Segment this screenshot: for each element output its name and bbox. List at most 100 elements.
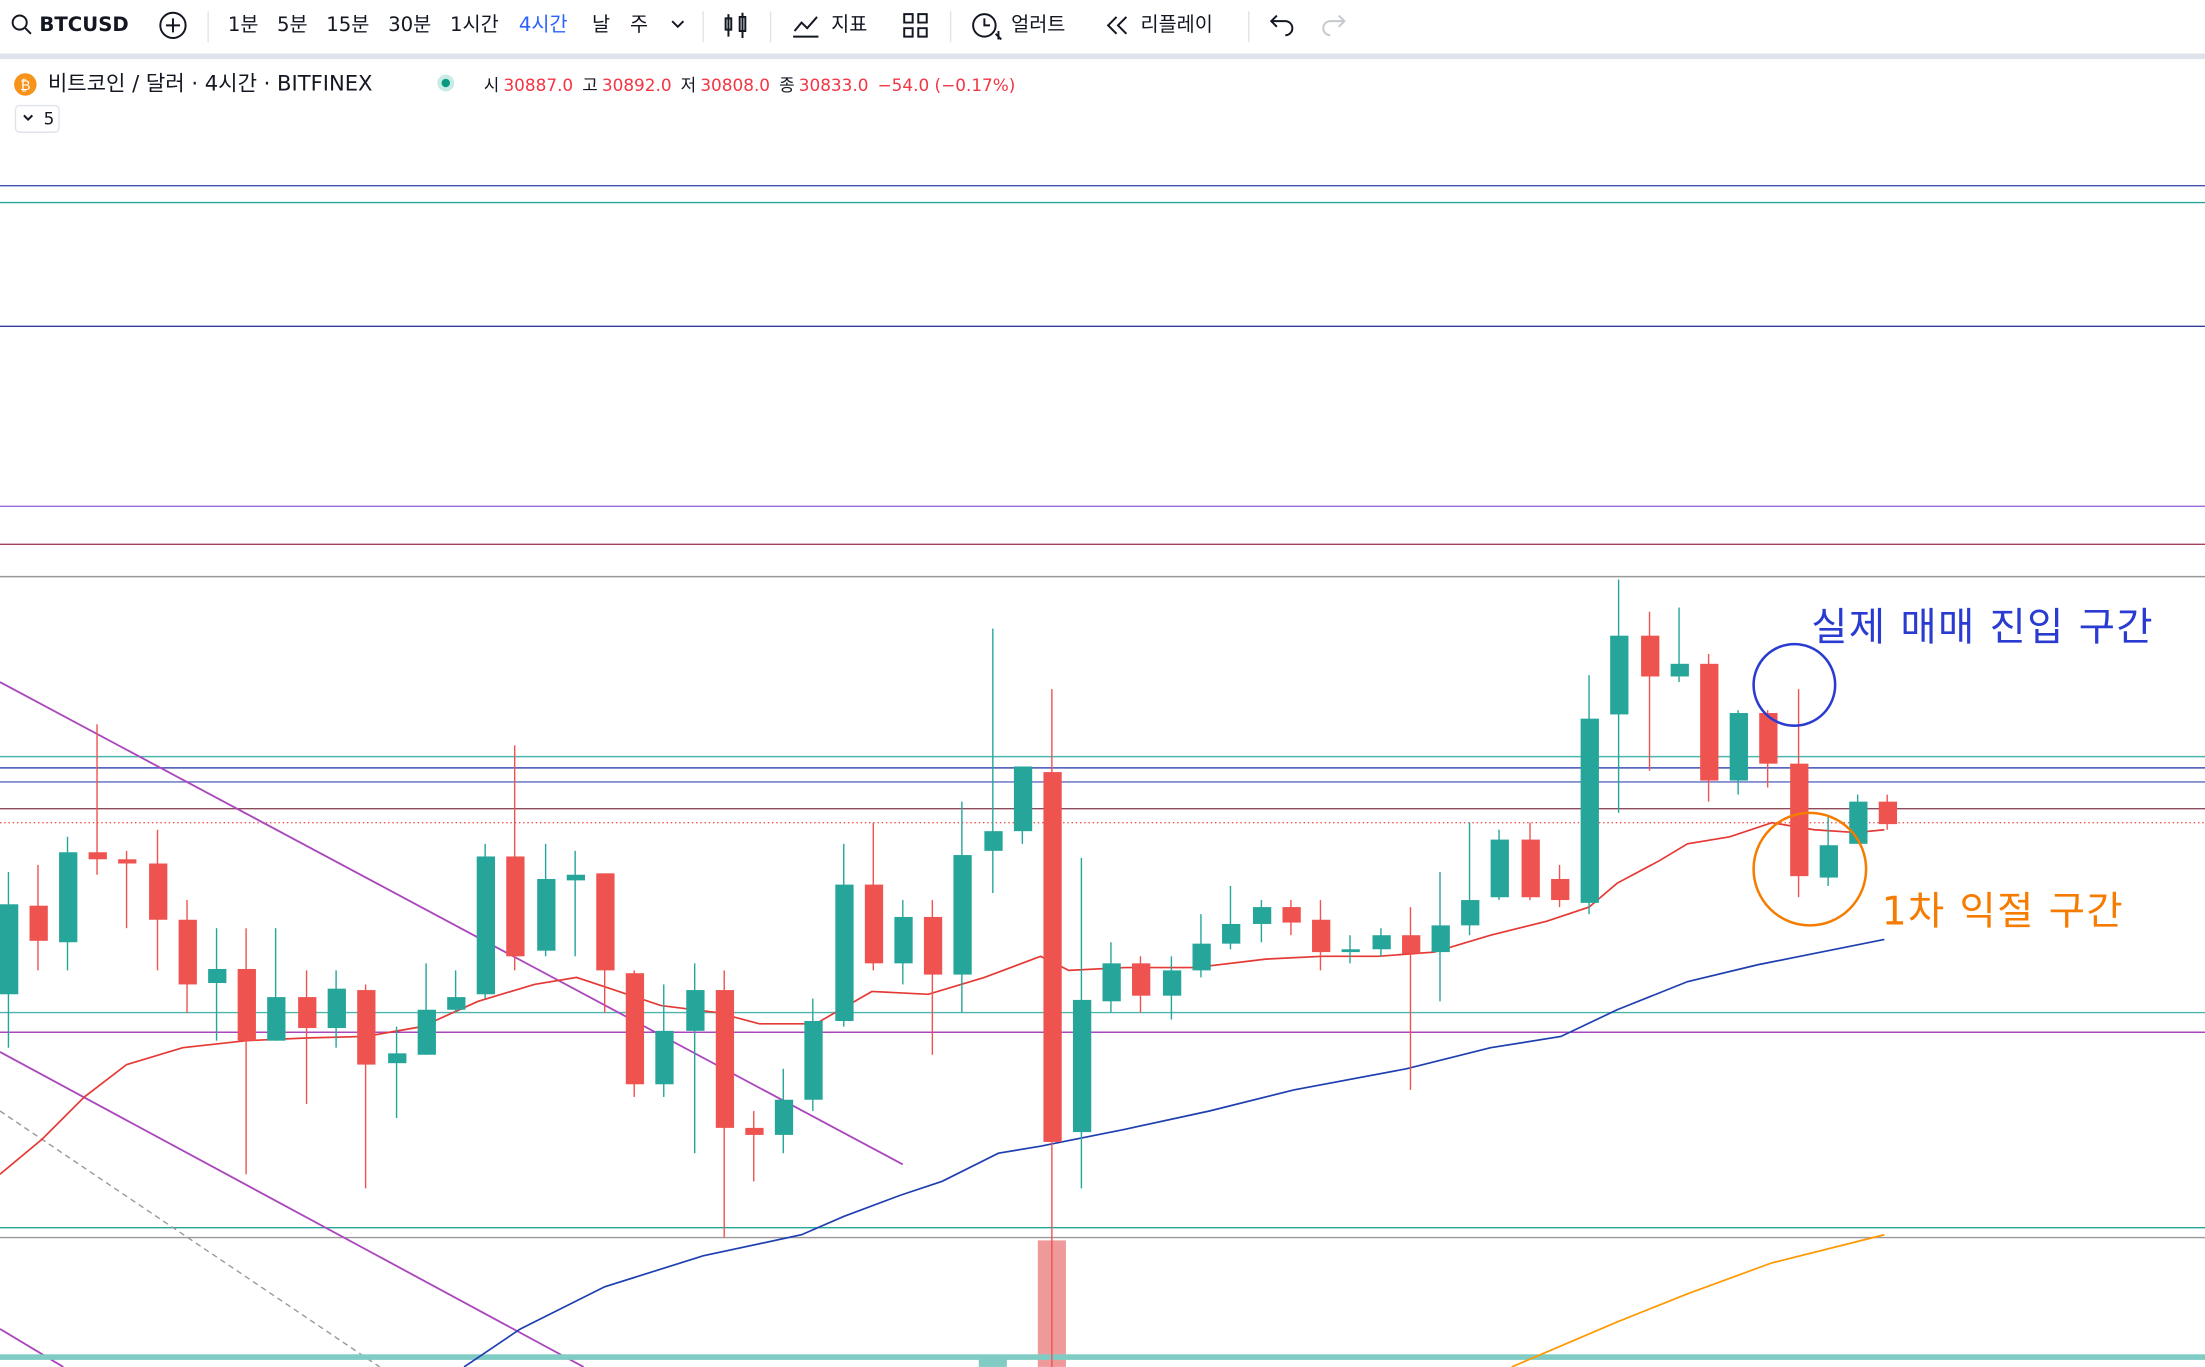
candle	[655, 1030, 674, 1085]
candle	[686, 990, 705, 1031]
alert-icon	[972, 13, 997, 38]
candle	[1849, 801, 1868, 844]
replay-button[interactable]: 리플레이	[1140, 13, 1212, 36]
interval-active[interactable]: 4시간	[519, 13, 568, 36]
toolbar	[0, 0, 2205, 54]
candle	[298, 997, 317, 1029]
ohlc-value: 30887.0	[503, 75, 573, 95]
layout-icon[interactable]	[903, 13, 928, 38]
candle	[118, 859, 137, 864]
candle	[1312, 919, 1331, 953]
trend-line	[0, 1051, 585, 1367]
symbol-title: 비트코인 / 달러 · 4시간 · BITFINEX	[48, 70, 373, 95]
ohlc-label: 종	[779, 75, 795, 95]
interval[interactable]: 1분	[228, 13, 259, 36]
candle	[715, 990, 735, 1128]
trend-line	[0, 681, 904, 1166]
candle	[1641, 635, 1660, 677]
ma-mid	[463, 938, 1885, 1367]
candle	[0, 904, 19, 995]
candle	[774, 1099, 794, 1135]
toolbar-border	[0, 53, 2205, 60]
candle	[1580, 718, 1599, 903]
redo[interactable]	[1322, 14, 1346, 37]
candle	[1461, 900, 1480, 926]
candle	[357, 990, 376, 1065]
replay-icon	[1106, 16, 1128, 35]
candle	[1521, 839, 1540, 898]
chart-type-icon[interactable]	[724, 12, 747, 39]
candle	[388, 1053, 407, 1064]
candles	[0, 579, 1898, 1367]
search-icon[interactable]	[11, 14, 28, 31]
candle	[88, 852, 107, 860]
candle	[1372, 935, 1391, 950]
candle	[267, 997, 286, 1041]
candle	[476, 856, 495, 995]
candle	[29, 905, 48, 941]
candle	[923, 916, 943, 975]
candle	[1341, 949, 1360, 953]
candle	[1252, 907, 1272, 924]
candle	[1490, 839, 1509, 898]
ohlc-label: 시	[484, 75, 500, 95]
interval[interactable]: 30분	[388, 13, 431, 36]
candle	[537, 878, 556, 951]
interval[interactable]: 주	[630, 13, 648, 36]
ma-short	[0, 821, 1885, 1175]
ohlc-value: 30892.0	[602, 75, 672, 95]
candle	[1102, 963, 1121, 1002]
symbol[interactable]: BTCUSD	[39, 13, 128, 36]
levels	[0, 184, 2205, 1239]
trend-line	[0, 1328, 64, 1367]
entry-annotation: 실제 매매 진입 구간	[1811, 605, 2154, 651]
alerts-button[interactable]: 얼러트	[1011, 13, 1065, 36]
interval[interactable]: 5분	[277, 13, 308, 36]
ohlc-label: 고	[582, 75, 598, 95]
interval[interactable]: 1시간	[450, 13, 499, 36]
candle	[1162, 970, 1182, 996]
candle	[953, 855, 972, 975]
ohlc-change: −54.0 (−0.17%)	[878, 75, 1016, 95]
candle	[625, 973, 645, 1085]
exit-annotation: 1차 익절 구간	[1882, 889, 2124, 935]
search-icon-handle	[24, 27, 32, 35]
volume-bar	[978, 1355, 1007, 1367]
indicators-icon	[793, 16, 819, 38]
candle	[178, 919, 197, 985]
candle	[745, 1127, 764, 1135]
candle	[835, 884, 854, 1021]
interval[interactable]: 날	[592, 13, 610, 36]
candle	[1013, 766, 1033, 832]
candle	[894, 916, 913, 964]
candle	[506, 856, 525, 957]
candle	[327, 988, 346, 1029]
candle	[1700, 663, 1719, 781]
candle	[1878, 801, 1898, 825]
candle	[237, 968, 256, 1041]
candle	[1222, 923, 1241, 944]
candle	[1402, 935, 1421, 954]
indicators-button[interactable]: 지표	[831, 13, 867, 36]
candle	[1759, 713, 1778, 764]
interval[interactable]: 15분	[326, 13, 369, 36]
undo[interactable]	[1269, 14, 1294, 37]
bitcoin-icon	[14, 73, 37, 96]
ohlc-value: 30808.0	[700, 75, 770, 95]
candle	[1132, 963, 1151, 996]
candle	[447, 997, 466, 1010]
alert-icon-detail	[983, 18, 1002, 41]
ma-long	[1511, 1233, 1885, 1367]
candle	[1610, 635, 1629, 715]
collapse-chevron	[23, 114, 34, 121]
candle	[984, 831, 1003, 851]
collapse-button[interactable]	[14, 104, 60, 133]
candle	[1551, 878, 1570, 901]
ohlc-label: 저	[681, 75, 697, 95]
candle	[149, 863, 168, 920]
add-symbol[interactable]	[159, 11, 187, 40]
interval-dropdown[interactable]	[671, 20, 685, 29]
trend-line	[0, 1110, 381, 1367]
candle	[417, 1009, 436, 1055]
